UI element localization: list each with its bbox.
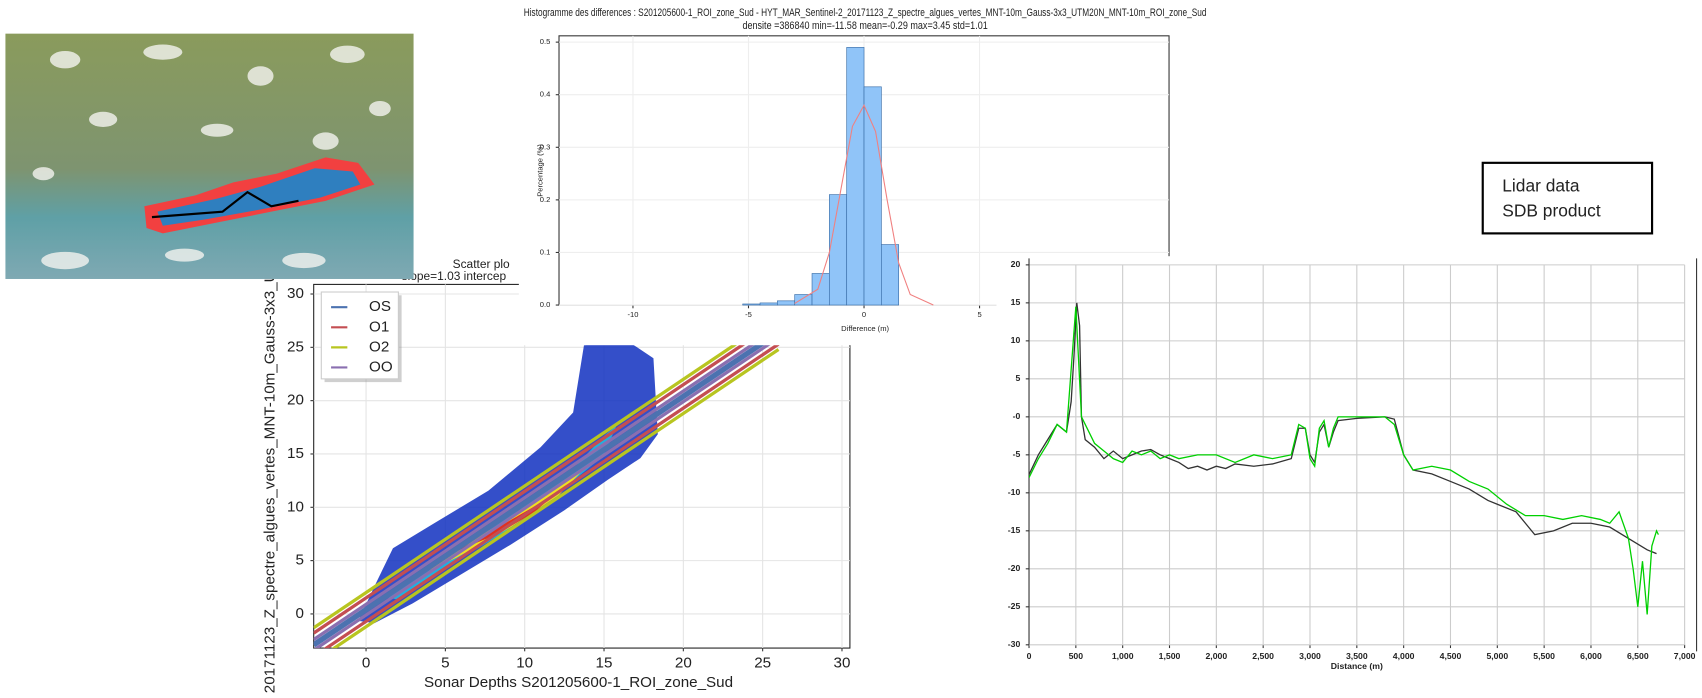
- y-tick-label: -30: [1008, 639, 1021, 649]
- legend-label: O1: [369, 318, 389, 335]
- profile-line: [1029, 302, 1657, 555]
- x-tick-label: 4,500: [1440, 651, 1462, 661]
- bar: [794, 294, 813, 306]
- x-axis-label: Difference (m): [841, 324, 889, 333]
- x-tick-label: 0: [862, 310, 866, 319]
- y-tick-label: 0: [295, 605, 303, 622]
- x-tick-label: 15: [596, 654, 613, 671]
- fit-curve: [794, 104, 934, 306]
- x-tick-label: 5: [977, 310, 981, 319]
- x-tick-label: 6,000: [1580, 651, 1602, 661]
- y-tick-label: 0.2: [540, 195, 551, 204]
- diagonal-line: [323, 342, 780, 649]
- diagonal-line: [313, 319, 780, 635]
- profile-line: [1029, 306, 1659, 615]
- y-tick-label: 5: [295, 552, 303, 569]
- legend-label: OS: [369, 298, 391, 315]
- y-tick-label: 30: [287, 285, 304, 302]
- x-tick-label: -10: [627, 310, 638, 319]
- y-tick-label: 0.0: [540, 300, 551, 309]
- x-tick-label: 4,000: [1393, 651, 1415, 661]
- map-image: [5, 33, 414, 279]
- x-tick-label: 10: [516, 654, 533, 671]
- bar: [846, 47, 865, 306]
- diagonal-line: [331, 348, 780, 649]
- diagonal-line: [313, 325, 780, 641]
- y-tick-label: 15: [287, 445, 304, 462]
- bar: [777, 300, 796, 306]
- x-tick-label: 7,000: [1674, 651, 1696, 661]
- x-tick-label: 25: [754, 654, 771, 671]
- y-tick-label: 10: [1011, 335, 1021, 345]
- y-tick-label: -10: [1008, 487, 1021, 497]
- x-axis-label: Distance (m): [1331, 661, 1383, 671]
- y-tick-label: 5: [1016, 373, 1021, 383]
- x-tick-label: 30: [834, 654, 851, 671]
- bar: [881, 244, 900, 306]
- x-tick-label: 20: [675, 654, 692, 671]
- chart-title: Scatter plo: [453, 257, 510, 271]
- y-tick-label: 0.3: [540, 142, 551, 151]
- y-tick-label: -15: [1008, 525, 1021, 535]
- diagonal-line: [313, 330, 781, 648]
- y-tick-label: 25: [287, 338, 304, 355]
- bar: [811, 273, 830, 306]
- chart-subtitle: densite =386840 min=-11.58 mean=-0.29 ma…: [742, 20, 987, 32]
- y-axis-label: 20171123_Z_spectre_algues_vertes_MNT-10m…: [261, 262, 278, 693]
- y-tick-label: -25: [1008, 601, 1021, 611]
- diagonal-line: [313, 313, 780, 630]
- legend-label: O2: [369, 338, 389, 355]
- bar: [759, 302, 778, 306]
- y-tick-label: 20: [287, 392, 304, 409]
- x-tick-label: 5: [441, 654, 449, 671]
- legend-label: SDB product: [1502, 200, 1601, 220]
- legend: Lidar data SDB product: [1481, 161, 1654, 235]
- x-tick-label: 0: [1027, 651, 1032, 661]
- x-tick-label: 5,000: [1486, 651, 1508, 661]
- x-tick-label: 2,500: [1252, 651, 1274, 661]
- bar: [829, 194, 848, 306]
- x-tick-label: 6,500: [1627, 651, 1649, 661]
- diagonal-line: [313, 336, 780, 649]
- y-tick-label: 15: [1011, 297, 1021, 307]
- legend: OS O1 O2 OO: [320, 291, 402, 383]
- x-axis-label: Sonar Depths S201205600-1_ROI_zone_Sud: [424, 674, 733, 691]
- x-tick-label: 2,000: [1205, 651, 1227, 661]
- bar: [863, 86, 882, 306]
- x-tick-label: 1,500: [1159, 651, 1181, 661]
- y-tick-label: 10: [287, 498, 304, 515]
- x-tick-label: 5,500: [1533, 651, 1555, 661]
- y-tick-label: 0.1: [540, 247, 551, 256]
- x-tick-label: 0: [362, 654, 370, 671]
- x-tick-label: 3,000: [1299, 651, 1321, 661]
- y-tick-label: 0.4: [540, 90, 551, 99]
- x-tick-label: 3,500: [1346, 651, 1368, 661]
- legend-label: OO: [369, 358, 393, 375]
- y-tick-label: 0.5: [540, 37, 551, 46]
- chart-subtitle: slope=1.03 intercep: [402, 269, 507, 283]
- y-tick-label: -20: [1008, 563, 1021, 573]
- y-tick-label: 20: [1011, 259, 1021, 269]
- x-tick-label: -5: [745, 310, 752, 319]
- legend-label: Lidar data: [1502, 175, 1580, 195]
- y-tick-label: -0: [1013, 411, 1021, 421]
- histogram-chart: -10 -5 0 5 0.0 0.1 0.2 0.3 0.4 0.5 Difference (m) P…: [518, 0, 1212, 346]
- y-axis-label: Percentage (%): [536, 144, 545, 197]
- bar: [742, 303, 761, 306]
- chart-title: Histogramme des differences : S201205600…: [524, 7, 1207, 19]
- series-lines: [1029, 302, 1659, 615]
- y-tick-label: -5: [1013, 449, 1021, 459]
- x-tick-label: 500: [1069, 651, 1084, 661]
- profile-chart: 0 500 1,000 1,500 2,000 2,500 3,000 3,500 4,000 4…: [996, 256, 1702, 698]
- x-tick-label: 1,000: [1112, 651, 1134, 661]
